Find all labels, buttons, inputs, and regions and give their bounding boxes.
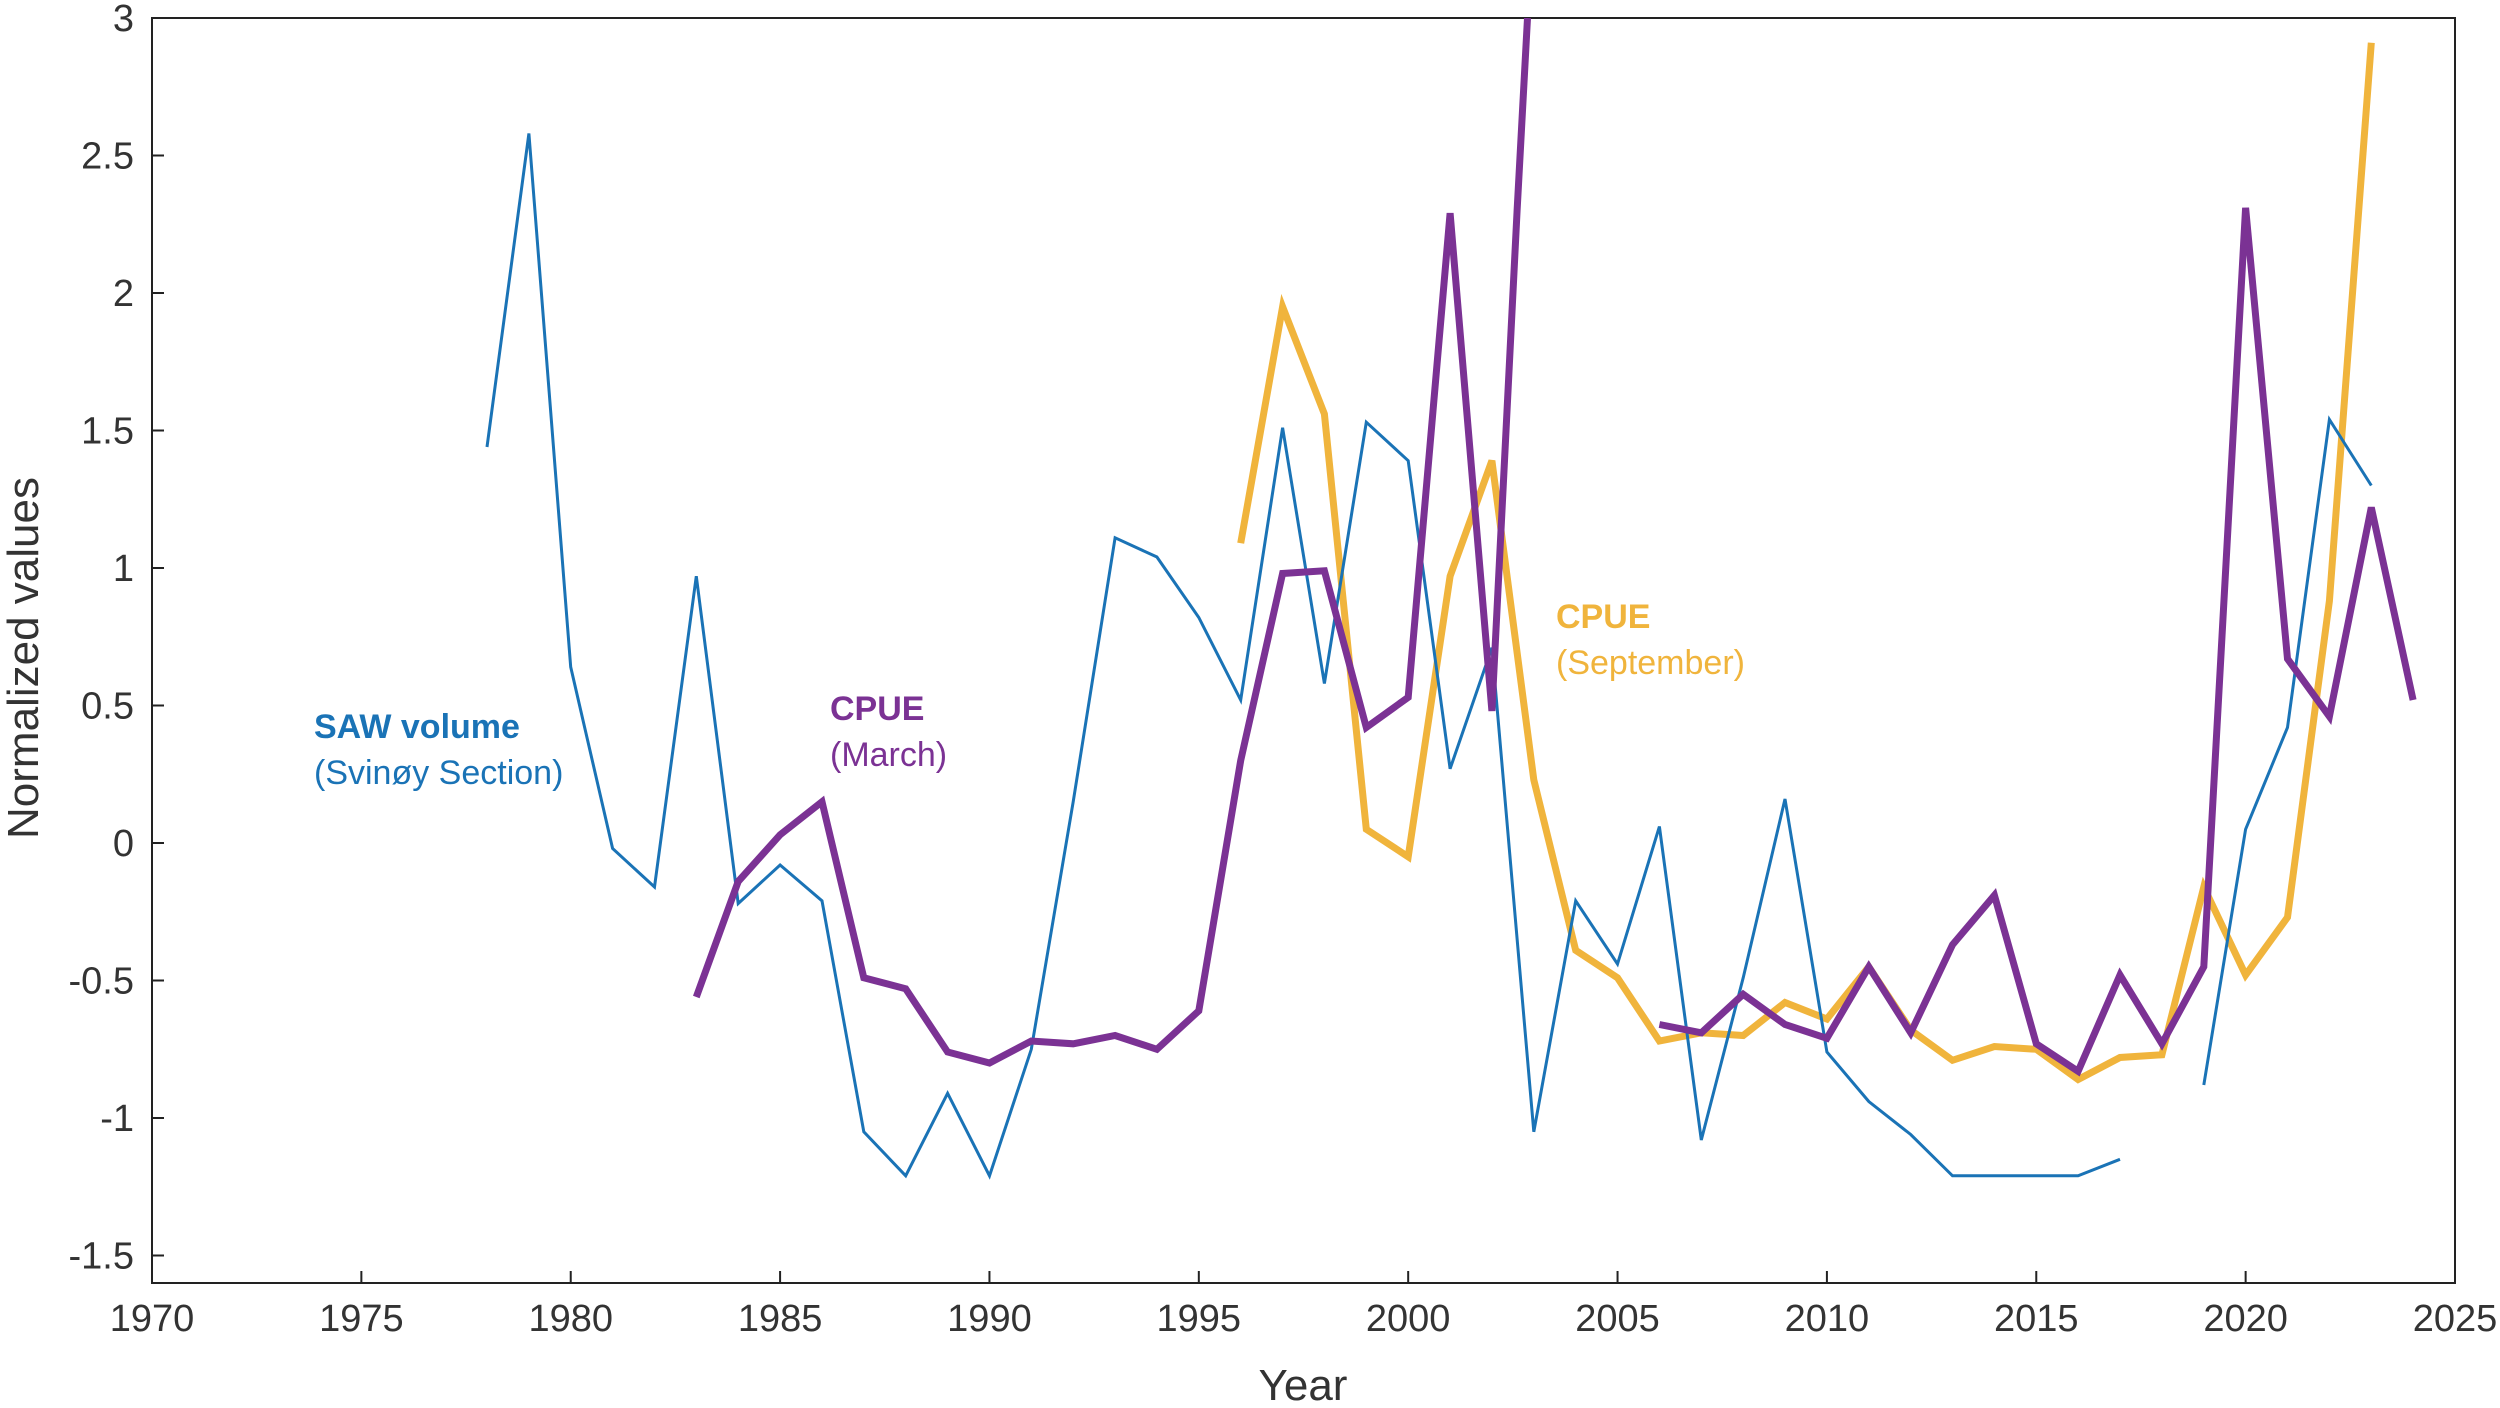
- annotation-saw-subtitle: (Svinøy Section): [314, 754, 563, 792]
- y-tick-label: 2: [113, 273, 134, 315]
- series-line-saw: [485, 133, 2373, 1180]
- annotation-september-title: CPUE: [1556, 598, 1650, 636]
- y-tick-label: -1: [100, 1098, 134, 1140]
- y-tick-label: 0: [113, 823, 134, 865]
- x-tick-label: 1970: [110, 1298, 195, 1340]
- y-axis-title: Normalized values: [0, 477, 48, 839]
- x-tick-label: 1990: [947, 1298, 1032, 1340]
- y-tick-label: -0.5: [69, 961, 134, 1003]
- y-tick-label: -1.5: [69, 1236, 134, 1278]
- y-tick-label: 0.5: [81, 686, 134, 728]
- y-tick-label: 1: [113, 548, 134, 590]
- x-axis: 1970 1975 1980 1985 1990 1995 2000 2005 2010 2015…: [110, 1271, 2498, 1340]
- x-tick-label: 1995: [1157, 1298, 1242, 1340]
- x-tick-label: 2025: [2413, 1298, 2498, 1340]
- y-tick-label: 3: [113, 0, 134, 40]
- y-axis: -1.5 -1 -0.5 0 0.5 1 1.5 2 2.5 3: [69, 0, 164, 1278]
- plot-frame: [151, 17, 2456, 1284]
- series-layer: [485, 18, 2417, 1180]
- x-tick-label: 1975: [319, 1298, 404, 1340]
- x-tick-label: 1985: [738, 1298, 823, 1340]
- y-tick-label: 1.5: [81, 411, 134, 453]
- annotation-march-subtitle: (March): [830, 736, 947, 774]
- x-tick-label: 2020: [2203, 1298, 2288, 1340]
- y-tick-label: 2.5: [81, 136, 134, 178]
- series-line-march: [693, 18, 2417, 1077]
- series-line-september: [1237, 42, 2375, 1084]
- x-tick-label: 1980: [528, 1298, 613, 1340]
- annotation-march-title: CPUE: [830, 690, 924, 728]
- x-tick-label: 2000: [1366, 1298, 1451, 1340]
- x-tick-label: 2015: [1994, 1298, 2079, 1340]
- x-axis-title: Year: [1259, 1361, 1348, 1408]
- annotation-september-subtitle: (September): [1556, 644, 1745, 682]
- annotation-saw-title: SAW volume: [314, 708, 520, 746]
- x-tick-label: 2010: [1785, 1298, 1870, 1340]
- x-tick-label: 2005: [1575, 1298, 1660, 1340]
